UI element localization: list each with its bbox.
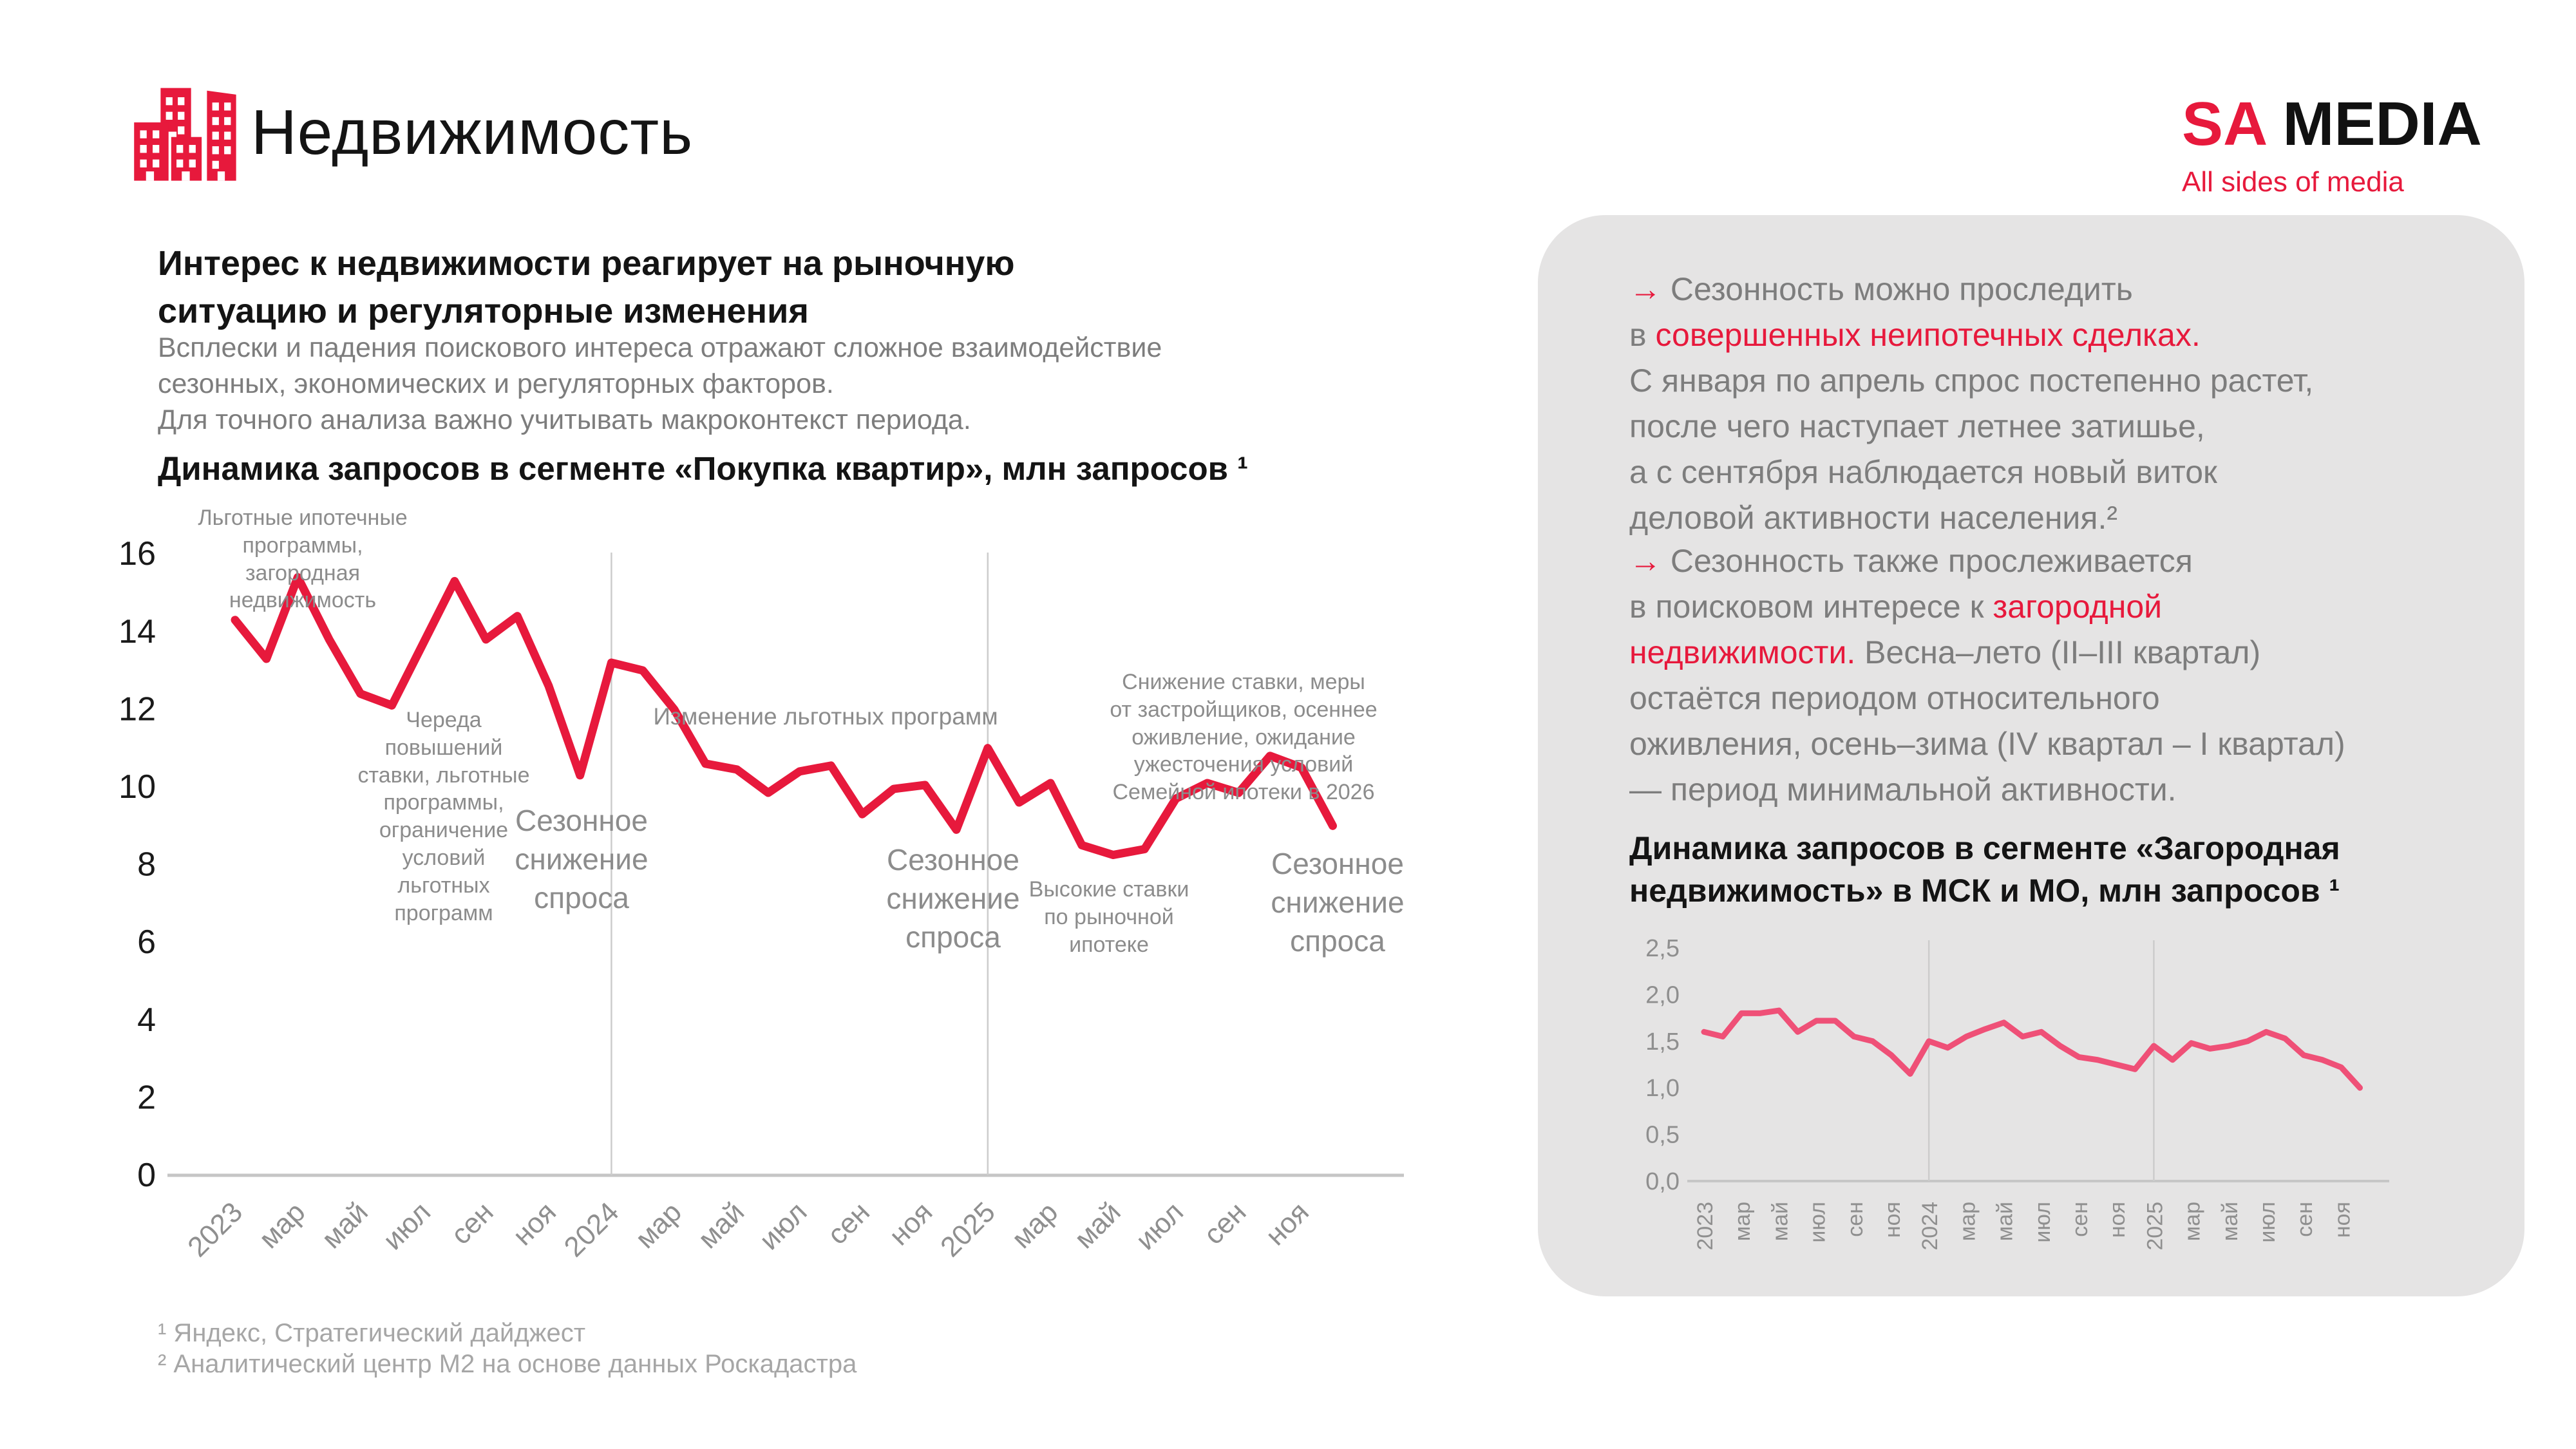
svg-text:сен: сен <box>445 1196 500 1251</box>
svg-text:мар: мар <box>1006 1196 1065 1255</box>
svg-text:2024: 2024 <box>558 1196 625 1263</box>
svg-text:июл: июл <box>753 1196 813 1256</box>
svg-text:12: 12 <box>118 690 156 728</box>
svg-text:май: май <box>1768 1202 1792 1241</box>
svg-text:май: май <box>1068 1196 1127 1255</box>
svg-text:14: 14 <box>118 613 156 650</box>
brand-wordmark: SA MEDIA <box>2182 89 2482 160</box>
panel-paragraph-seasonality-deals: → Сезонность можно проследить в совершен… <box>1629 267 2486 541</box>
svg-text:1,5: 1,5 <box>1645 1028 1680 1056</box>
paragraph-segment: С января по апрель спрос постепенно раст… <box>1629 363 2314 536</box>
svg-text:10: 10 <box>118 768 156 806</box>
intro-body: Всплески и падения поискового интереса о… <box>158 332 1162 435</box>
svg-text:май: май <box>316 1196 374 1255</box>
right-panel: → Сезонность можно проследить в совершен… <box>1538 215 2524 1296</box>
panel-paragraph-seasonality-country: → Сезонность также прослеживается в поис… <box>1629 538 2486 813</box>
svg-text:мар: мар <box>2181 1202 2205 1241</box>
svg-text:ноя: ноя <box>2330 1202 2354 1238</box>
svg-text:сен: сен <box>2068 1202 2092 1237</box>
paragraph-segment: → <box>1629 271 1671 307</box>
svg-text:июл: июл <box>2031 1202 2055 1243</box>
svg-text:май: май <box>692 1196 751 1255</box>
svg-text:ноя: ноя <box>883 1196 938 1251</box>
paragraph-segment: → <box>1629 543 1671 579</box>
svg-text:2024: 2024 <box>1918 1202 1942 1251</box>
svg-text:6: 6 <box>137 923 156 961</box>
svg-text:май: май <box>1993 1202 2018 1241</box>
svg-text:июл: июл <box>2255 1202 2280 1243</box>
svg-text:июл: июл <box>1130 1196 1189 1256</box>
paragraph-segment: Сезонность также прослеживается в поиско… <box>1629 543 2193 625</box>
page-title: Недвижимость <box>251 97 694 167</box>
svg-text:ноя: ноя <box>2105 1202 2130 1238</box>
svg-text:май: май <box>2218 1202 2242 1241</box>
footnote-2: ² Аналитический центр М2 на основе данны… <box>158 1350 857 1378</box>
svg-text:ноя: ноя <box>1260 1196 1315 1251</box>
svg-text:4: 4 <box>137 1001 156 1039</box>
svg-text:16: 16 <box>118 535 156 573</box>
svg-text:мар: мар <box>253 1196 312 1255</box>
svg-text:мар: мар <box>629 1196 688 1255</box>
svg-text:июл: июл <box>1806 1202 1830 1243</box>
svg-text:сен: сен <box>821 1196 876 1251</box>
paragraph-segment: загородной недвижимости. <box>1629 589 2163 670</box>
svg-text:1,0: 1,0 <box>1645 1075 1680 1102</box>
paragraph-segment: Сезонность можно проследить в <box>1629 271 2133 353</box>
svg-text:мар: мар <box>1955 1202 1980 1241</box>
paragraph-segment: совершенных неипотечных сделках. <box>1655 317 2201 353</box>
svg-text:0,5: 0,5 <box>1645 1122 1680 1149</box>
brand-sa: SA <box>2182 90 2266 158</box>
svg-text:2023: 2023 <box>182 1196 249 1263</box>
svg-text:ноя: ноя <box>1880 1202 1905 1238</box>
svg-text:ноя: ноя <box>507 1196 562 1251</box>
svg-text:8: 8 <box>137 846 156 884</box>
svg-text:2: 2 <box>137 1079 156 1116</box>
svg-text:июл: июл <box>377 1196 437 1256</box>
svg-text:сен: сен <box>1198 1196 1253 1251</box>
paragraph-segment: Весна–лето (II–III квартал) остаётся пер… <box>1629 634 2345 808</box>
svg-text:сен: сен <box>2293 1202 2317 1237</box>
footnote-1: ¹ Яндекс, Стратегический дайджест <box>158 1319 586 1347</box>
svg-text:2,5: 2,5 <box>1645 935 1680 962</box>
brand-tagline: All sides of media <box>2182 166 2404 198</box>
small-chart-title: Динамика запросов в сегменте «Загородная… <box>1629 830 2340 909</box>
svg-text:0: 0 <box>137 1157 156 1194</box>
svg-text:сен: сен <box>1843 1202 1868 1237</box>
svg-text:2023: 2023 <box>1693 1202 1718 1251</box>
svg-text:0,0: 0,0 <box>1645 1168 1680 1195</box>
svg-text:мар: мар <box>1730 1202 1755 1241</box>
intro-heading: Интерес к недвижимости реагирует на рыно… <box>158 244 1015 330</box>
brand-media: MEDIA <box>2282 90 2482 158</box>
svg-text:2025: 2025 <box>2143 1202 2167 1251</box>
svg-text:2025: 2025 <box>934 1196 1001 1263</box>
brand-logo: SA MEDIA All sides of media <box>2182 89 2482 198</box>
svg-text:2,0: 2,0 <box>1645 981 1680 1009</box>
buildings-icon <box>134 88 236 181</box>
big-chart-title: Динамика запросов в сегменте «Покупка кв… <box>158 450 1249 487</box>
